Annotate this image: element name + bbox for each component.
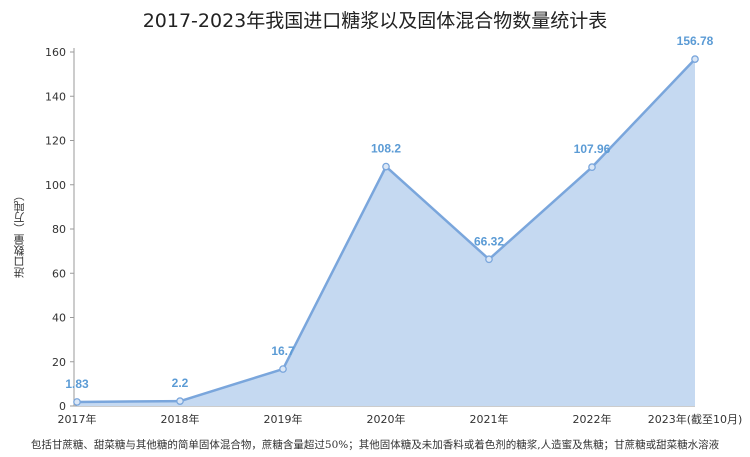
- x-tick-label: 2021年: [470, 412, 509, 426]
- y-tick-label: 100: [45, 179, 66, 192]
- area-fill: [77, 59, 695, 407]
- y-tick-label: 120: [45, 135, 66, 148]
- data-label: 156.78: [677, 34, 714, 48]
- x-tick-label: 2019年: [264, 412, 303, 426]
- y-tick-label: 0: [59, 400, 66, 413]
- x-tick-label: 2018年: [161, 412, 200, 426]
- chart-footnote: 包括甘蔗糖、甜菜糖与其他糖的简单固体混合物，蔗糖含量超过50%；其他固体糖及未加…: [30, 439, 720, 451]
- x-tick-label: 2017年: [58, 412, 97, 426]
- x-tick-label: 2020年: [367, 412, 406, 426]
- area-layer: [76, 58, 696, 407]
- y-tick-label: 80: [52, 223, 66, 236]
- data-point: [691, 55, 699, 63]
- data-label: 1.83: [65, 377, 89, 391]
- y-tick-label: 140: [45, 90, 66, 103]
- data-label: 16.7: [271, 344, 295, 358]
- data-point: [485, 255, 493, 264]
- y-tick-label: 160: [45, 46, 66, 59]
- axes: 0 20 40 60 80 100 120 140 160 2017年 2018年 2019年 2020…: [45, 46, 742, 426]
- points-layer: [73, 55, 699, 406]
- data-point: [73, 398, 81, 406]
- y-tick-label: 40: [52, 312, 66, 325]
- data-label: 2.2: [172, 376, 189, 390]
- data-point: [279, 365, 287, 373]
- y-tick-label: 60: [52, 267, 66, 280]
- data-label: 108.2: [371, 142, 401, 156]
- data-label: 107.96: [574, 142, 611, 156]
- y-tick-label: 20: [52, 356, 66, 369]
- x-tick-label: 2022年: [573, 412, 612, 426]
- data-label: 66.32: [474, 234, 504, 248]
- labels-layer: 1.83 2.2 16.7 108.2 66.32 107.96 156.78: [65, 34, 713, 391]
- data-point: [176, 397, 184, 405]
- data-point: [588, 163, 596, 171]
- chart-title: 2017-2023年我国进口糖浆以及固体混合物数量统计表: [142, 10, 608, 32]
- data-point: [382, 162, 390, 171]
- x-tick-label: 2023年(截至10月): [648, 412, 743, 426]
